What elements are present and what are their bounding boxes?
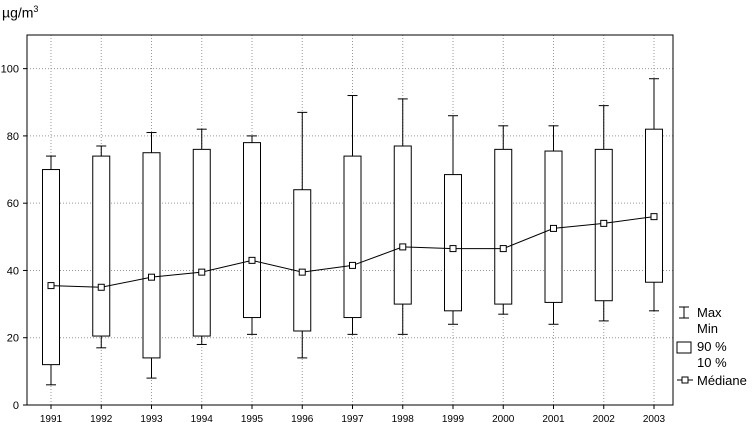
- legend-max: Max: [697, 305, 722, 320]
- x-tick-label: 2002: [593, 414, 616, 422]
- x-tick-label: 2000: [492, 414, 515, 422]
- median-point: [449, 245, 457, 253]
- box-p10-p90: [142, 152, 161, 359]
- x-tick-label: 1998: [392, 414, 415, 422]
- box-p10-p90: [393, 145, 412, 305]
- box-1996: [293, 111, 312, 359]
- box-1993: [142, 132, 161, 379]
- median-point: [399, 243, 407, 251]
- box-2000: [494, 125, 513, 315]
- y-axis-unit: µg/m3: [2, 4, 38, 21]
- median-point: [47, 282, 55, 290]
- y-tick-label: 20: [7, 333, 19, 345]
- median-point: [298, 268, 306, 276]
- median-point: [499, 245, 507, 253]
- median-point: [600, 219, 608, 227]
- box-1992: [92, 145, 111, 349]
- box-p10-p90: [444, 174, 462, 312]
- legend-box-icon: [676, 341, 692, 354]
- box-1999: [444, 115, 462, 325]
- legend-median-point-icon: [681, 376, 689, 384]
- median-point: [97, 283, 105, 291]
- box-p10-p90: [645, 128, 663, 283]
- x-tick-label: 1999: [442, 414, 465, 422]
- legend-median: Médiane: [697, 373, 747, 388]
- box-1995: [243, 135, 261, 335]
- y-tick-label: 100: [1, 64, 19, 76]
- y-tick-label: 80: [7, 131, 19, 143]
- box-p10-p90: [494, 148, 513, 305]
- median-point: [198, 268, 206, 276]
- y-axis-label-exponent: 3: [33, 4, 39, 14]
- box-p10-p90: [42, 169, 60, 366]
- x-tick-label: 1995: [241, 414, 264, 422]
- x-tick-label: 1992: [90, 414, 113, 422]
- x-tick-label: 2001: [542, 414, 565, 422]
- box-2002: [594, 105, 613, 322]
- y-axis-label: µg/m: [2, 4, 34, 21]
- legend-min: Min: [697, 321, 718, 336]
- box-1994: [192, 128, 211, 345]
- x-tick-label: 1991: [40, 414, 63, 422]
- box-2003: [645, 78, 663, 312]
- box-p10-p90: [192, 148, 211, 337]
- plot-frame: [26, 34, 674, 406]
- y-tick-label: 60: [7, 198, 19, 210]
- x-tick-label: 1997: [341, 414, 364, 422]
- y-tick-label: 0: [13, 400, 19, 412]
- median-point: [148, 273, 155, 281]
- box-p10-p90: [293, 189, 312, 332]
- box-p10-p90: [243, 142, 261, 319]
- box-1997: [343, 95, 362, 335]
- box-p10-p90: [92, 155, 111, 337]
- x-tick-label: 1993: [140, 414, 163, 422]
- box-p10-p90: [343, 155, 362, 319]
- x-tick-label: 1996: [291, 414, 314, 422]
- box-1998: [393, 98, 412, 335]
- x-tick-label: 1994: [191, 414, 214, 422]
- median-point: [550, 224, 557, 232]
- legend-p90: 90 %: [697, 339, 727, 354]
- x-tick-label: 2003: [643, 414, 666, 422]
- box-1991: [42, 155, 60, 386]
- y-tick-label: 40: [7, 265, 19, 277]
- legend-p10: 10 %: [697, 355, 727, 370]
- median-point: [349, 261, 356, 269]
- median-point: [248, 256, 256, 264]
- median-point: [650, 213, 658, 221]
